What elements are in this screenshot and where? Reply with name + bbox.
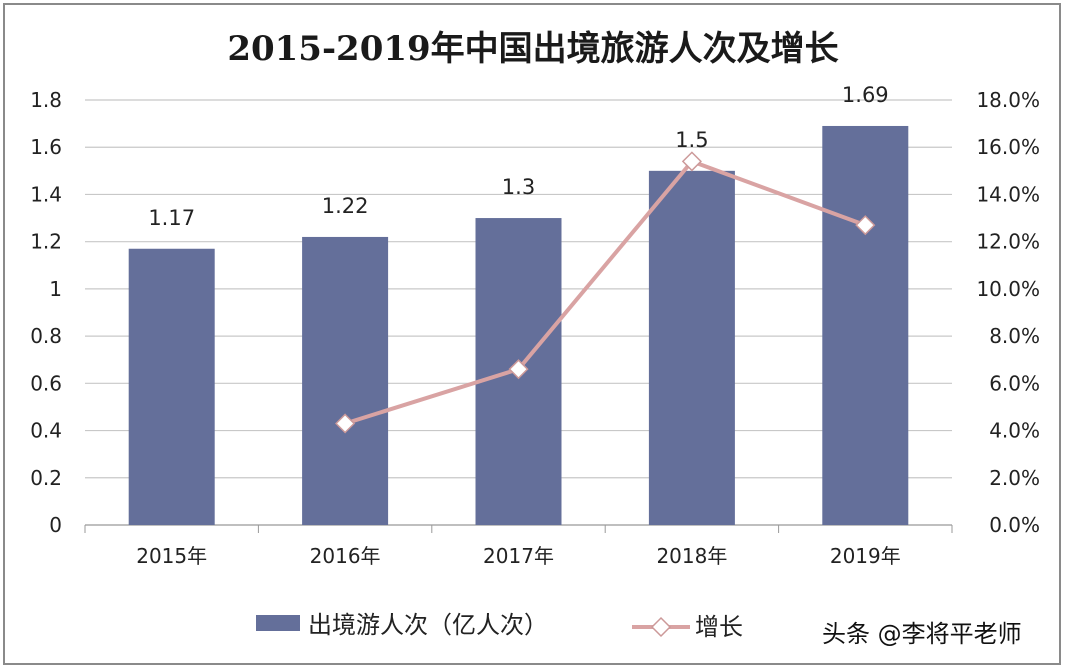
bar (128, 248, 215, 525)
x-tick-label: 2015年 (136, 544, 207, 568)
x-tick-label: 2017年 (483, 544, 554, 568)
left-tick-label: 0.8 (30, 324, 62, 348)
right-tick-label: 16.0% (976, 135, 1040, 159)
left-tick-label: 0.4 (30, 419, 62, 443)
left-tick-label: 1.6 (30, 135, 62, 159)
legend-bar-label: 出境游人次（亿人次） (308, 611, 548, 639)
right-tick-label: 0.0% (989, 513, 1040, 537)
chart-title: 2015-2019年中国出境旅游人次及增长 (227, 29, 838, 69)
bar (648, 170, 735, 526)
right-tick-label: 10.0% (976, 277, 1040, 301)
legend: 出境游人次（亿人次） 增长 (256, 611, 743, 641)
bar-data-label: 1.22 (322, 194, 369, 218)
bar (302, 236, 389, 525)
legend-diamond-marker (650, 616, 672, 638)
right-tick-label: 2.0% (989, 466, 1040, 490)
right-tick-label: 8.0% (989, 324, 1040, 348)
x-tick-label: 2016年 (310, 544, 381, 568)
bar-data-label: 1.17 (148, 206, 195, 230)
growth-line (344, 159, 866, 426)
right-tick-label: 12.0% (976, 230, 1040, 254)
bar-data-label: 1.3 (502, 175, 535, 199)
bar-data-label: 1.5 (675, 128, 708, 152)
bar (822, 125, 909, 525)
x-tick-label: 2018年 (656, 544, 727, 568)
watermark: 头条 @李将平老师 (822, 620, 1022, 648)
legend-bar-swatch (256, 615, 300, 631)
left-tick-label: 0.2 (30, 466, 62, 490)
left-tick-label: 1.2 (30, 230, 62, 254)
left-tick-label: 1 (49, 277, 62, 301)
right-tick-label: 18.0% (976, 88, 1040, 112)
bar-data-label: 1.69 (842, 83, 889, 107)
growth-point (508, 359, 529, 380)
right-tick-label: 4.0% (989, 419, 1040, 443)
x-tick-label: 2019年 (830, 544, 901, 568)
left-tick-label: 0.6 (30, 371, 62, 395)
left-tick-label: 0 (49, 513, 62, 537)
legend-line-label: 增长 (695, 613, 743, 641)
chart-frame (3, 3, 1061, 665)
growth-point (335, 413, 356, 434)
left-tick-label: 1.8 (30, 88, 62, 112)
right-tick-label: 6.0% (989, 371, 1040, 395)
growth-point (855, 215, 876, 236)
right-tick-label: 14.0% (976, 182, 1040, 206)
growth-point (681, 151, 702, 172)
left-tick-label: 1.4 (30, 182, 62, 206)
